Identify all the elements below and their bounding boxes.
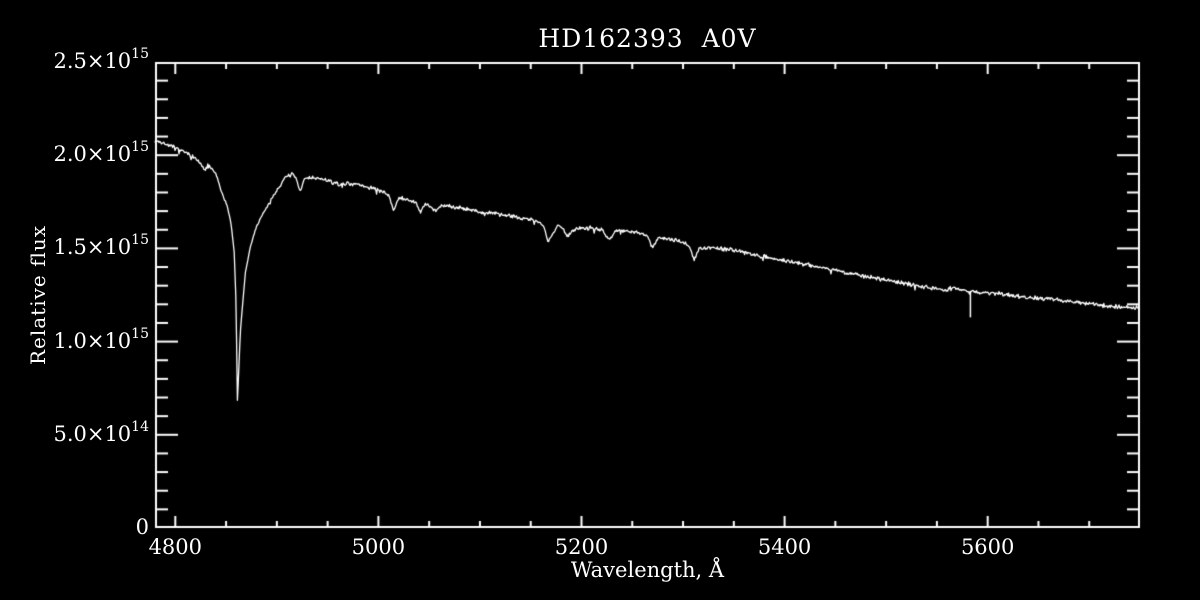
x-tick-label: 5600 (960, 535, 1015, 559)
y-tick-label: 1.0×1015 (53, 325, 149, 353)
y-tick-label: 5.0×1014 (53, 418, 149, 446)
x-tick-label: 5200 (554, 535, 609, 559)
y-tick-label: 0 (135, 515, 149, 539)
chart-title: HD162393 A0V (538, 24, 757, 53)
y-tick-label: 2.0×1015 (53, 139, 149, 167)
y-tick-label: 1.5×1015 (53, 232, 149, 260)
x-tick-label: 5400 (757, 535, 812, 559)
y-tick-label: 2.5×1015 (53, 46, 149, 73)
x-tick-label: 4800 (148, 535, 203, 559)
x-axis-label: Wavelength, Å (570, 558, 725, 582)
x-tick-label: 5000 (351, 535, 406, 559)
